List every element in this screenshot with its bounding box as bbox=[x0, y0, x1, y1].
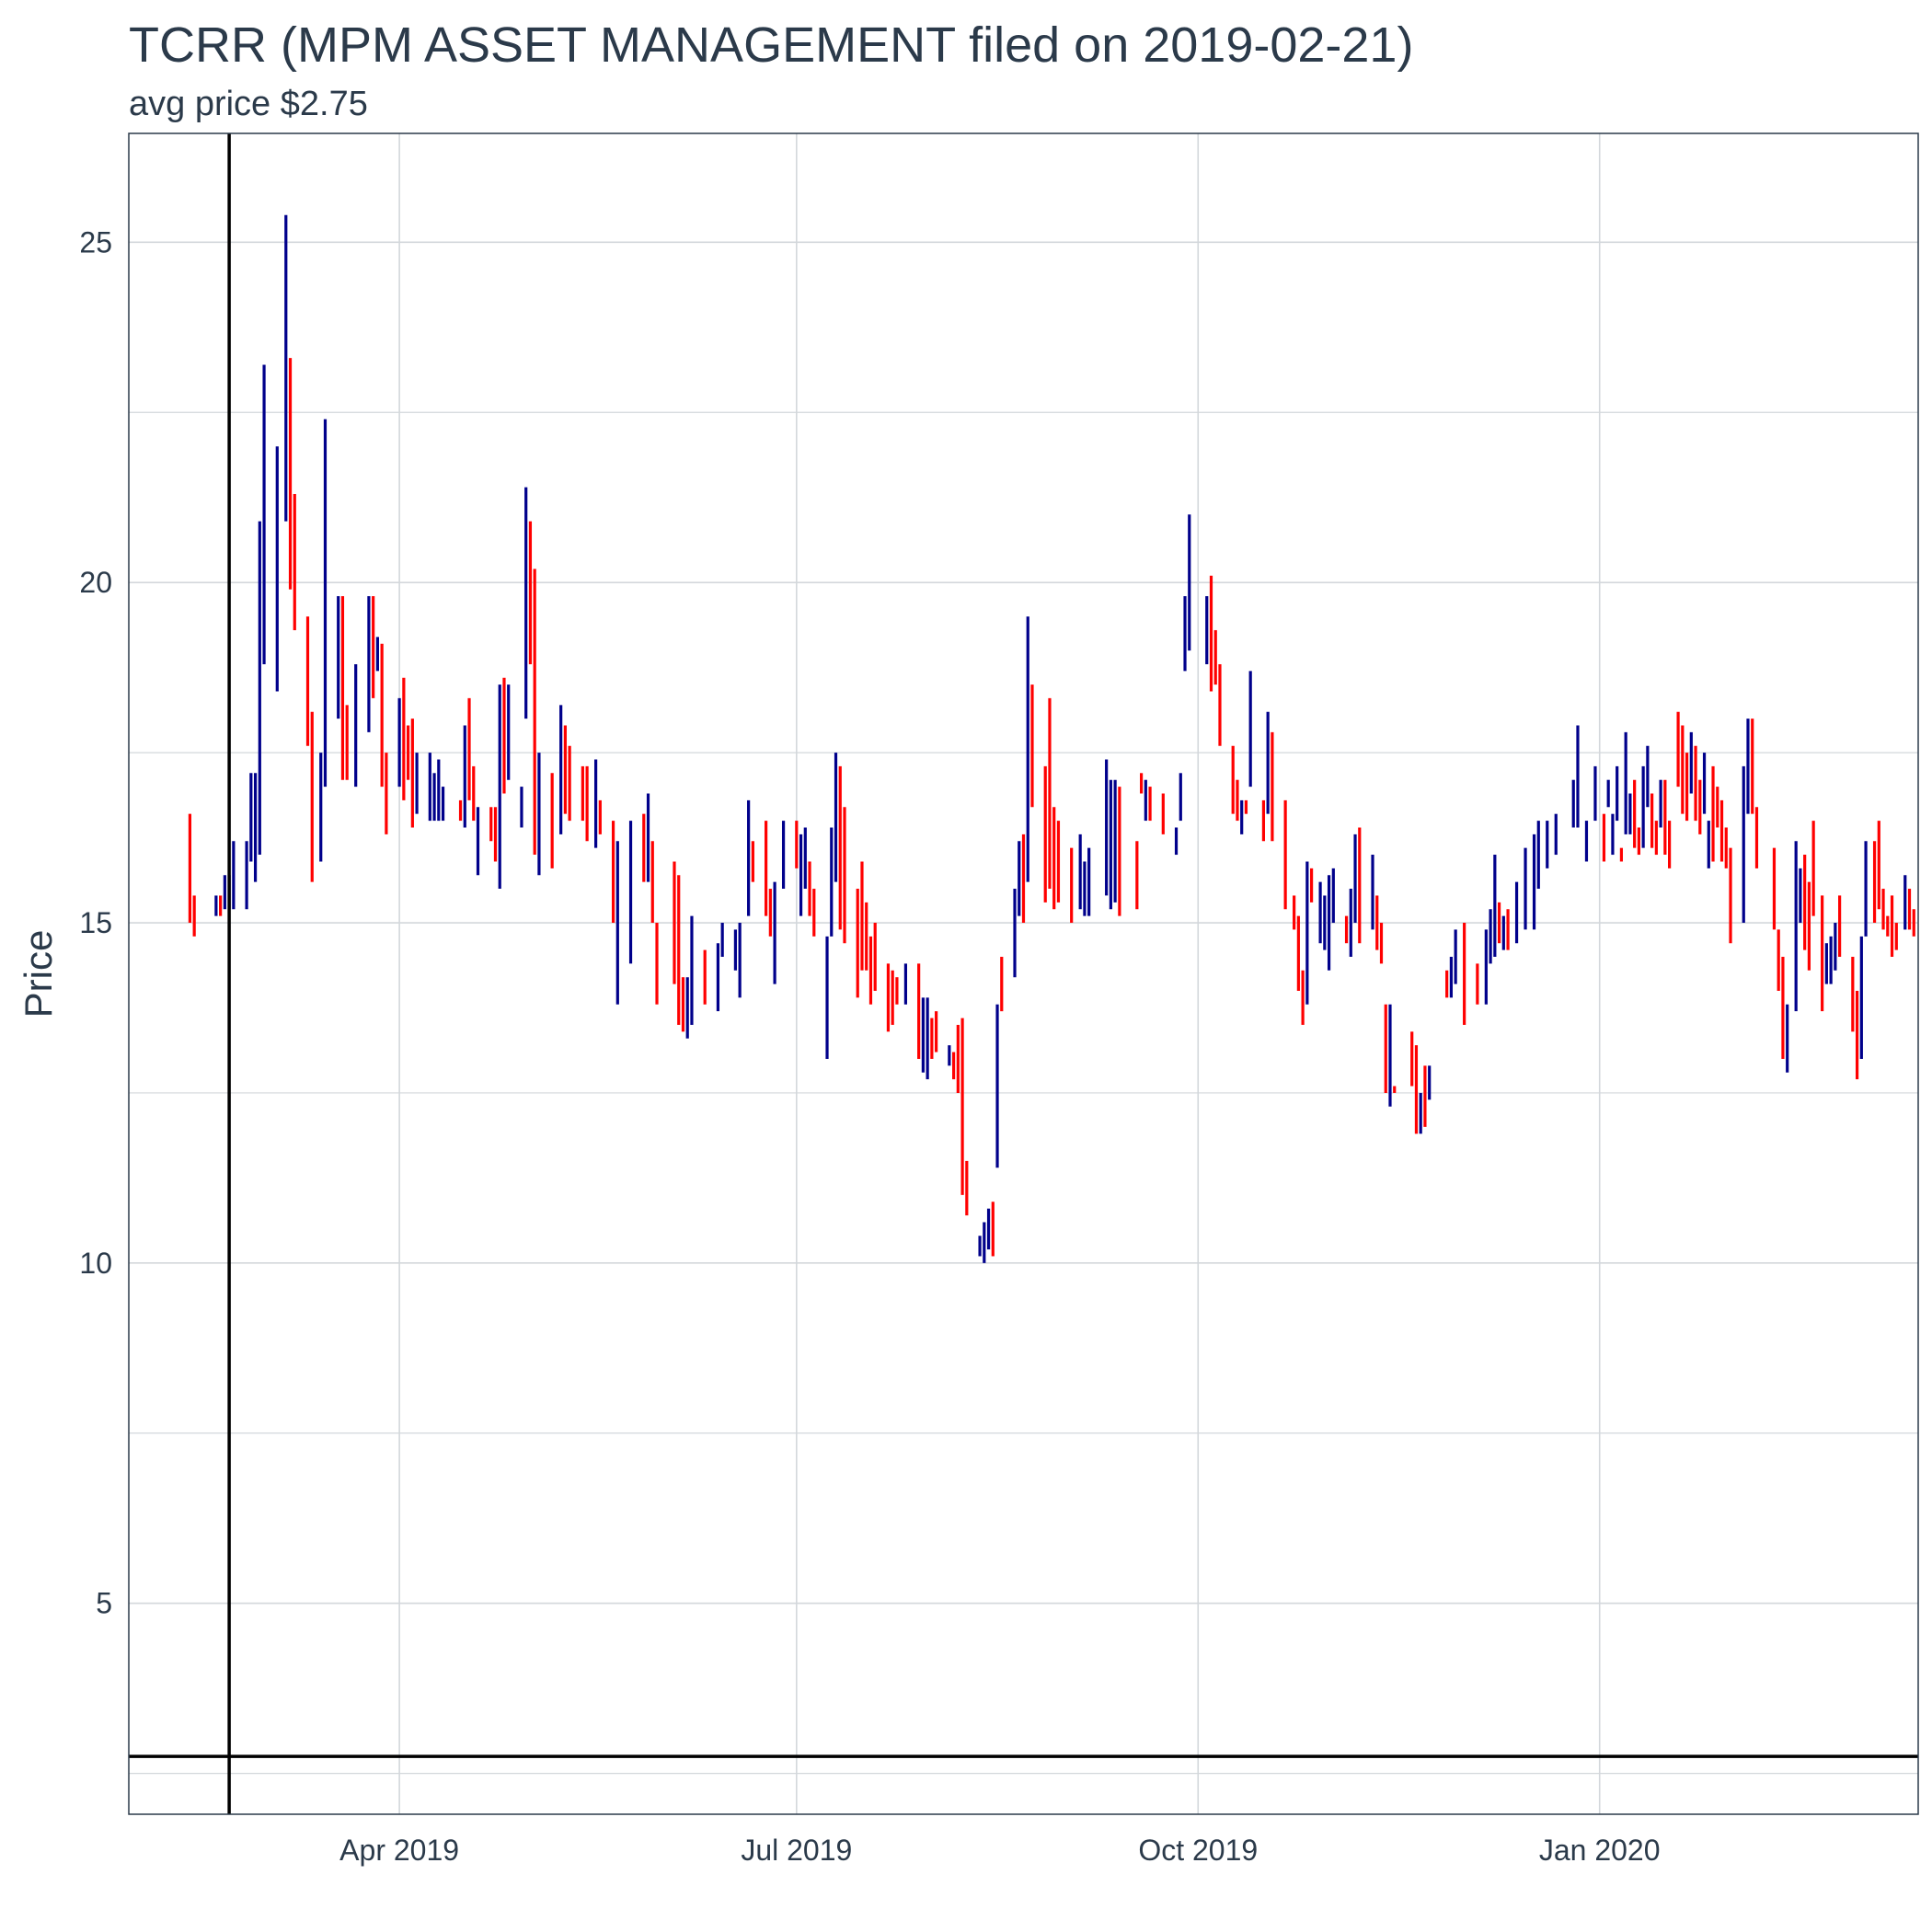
axis-labels: 5 10 15 20 25 Apr 2019 Jul 2019 Oct 2019 Jan 202… bbox=[17, 225, 1661, 1867]
y-tick-label: 5 bbox=[96, 1587, 112, 1620]
x-tick-label: Jan 2020 bbox=[1539, 1834, 1661, 1867]
y-axis-title: Price bbox=[17, 930, 60, 1018]
x-tick-label: Oct 2019 bbox=[1138, 1834, 1258, 1867]
chart-title: TCRR (MPM ASSET MANAGEMENT filed on 2019… bbox=[129, 17, 1414, 73]
ohlc-bars bbox=[188, 214, 1915, 1263]
panel-border bbox=[128, 132, 1919, 1815]
y-tick-label: 15 bbox=[79, 906, 112, 939]
grid-lines bbox=[129, 133, 1918, 1814]
x-tick-label: Jul 2019 bbox=[741, 1834, 852, 1867]
y-tick-label: 20 bbox=[79, 566, 112, 599]
y-tick-label: 10 bbox=[79, 1247, 112, 1280]
x-tick-label: Apr 2019 bbox=[339, 1834, 459, 1867]
chart-subtitle: avg price $2.75 bbox=[129, 85, 368, 123]
y-tick-label: 25 bbox=[79, 225, 112, 259]
reference-lines bbox=[129, 133, 1918, 1814]
